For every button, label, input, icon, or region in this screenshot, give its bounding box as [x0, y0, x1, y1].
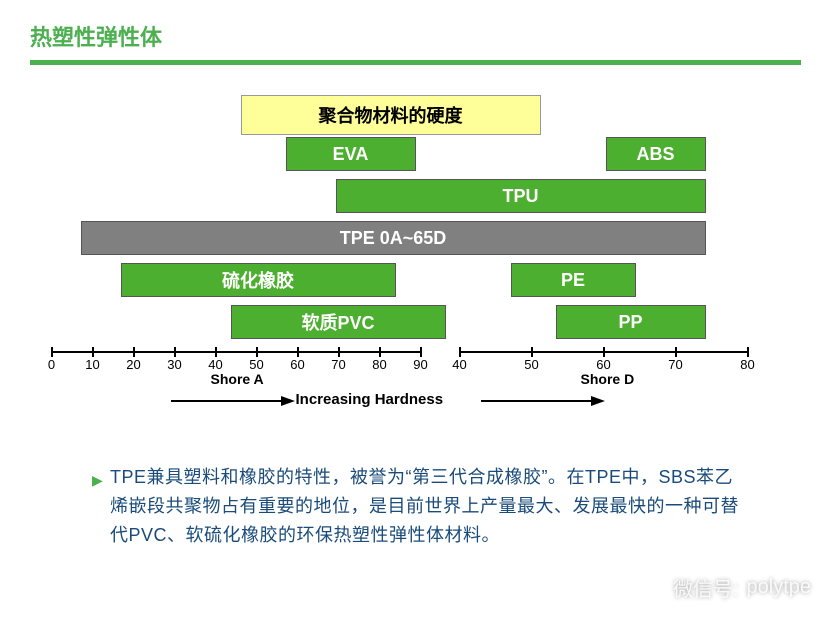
- shore-a-axis: [51, 351, 421, 353]
- shore-a-tick: 20: [126, 357, 140, 372]
- shore-a-tick-mark: [338, 347, 340, 357]
- shore-d-tick-mark: [675, 347, 677, 357]
- wechat-icon: [637, 576, 665, 600]
- hardness-arrow-right-head: [591, 396, 605, 406]
- shore-a-tick: 40: [208, 357, 222, 372]
- bar-abs: ABS: [606, 137, 706, 171]
- body-text: ▶ TPE兼具塑料和橡胶的特性，被誉为“第三代合成橡胶”。在TPE中，SBS苯乙…: [30, 463, 801, 549]
- shore-a-tick-mark: [174, 347, 176, 357]
- chart-header: 聚合物材料的硬度: [241, 95, 541, 135]
- shore-a-tick-mark: [420, 347, 422, 357]
- watermark-id: polytpe: [747, 576, 812, 599]
- shore-a-tick-mark: [297, 347, 299, 357]
- shore-d-tick-mark: [459, 347, 461, 357]
- hardness-arrow-right: [481, 400, 591, 402]
- shore-d-tick: 60: [596, 357, 610, 372]
- shore-a-tick: 80: [372, 357, 386, 372]
- shore-a-tick: 90: [413, 357, 427, 372]
- shore-a-tick: 50: [249, 357, 263, 372]
- shore-a-label: Shore A: [211, 371, 264, 387]
- title-underline: [30, 60, 801, 65]
- shore-d-label: Shore D: [581, 371, 635, 387]
- bar-软质pvc: 软质PVC: [231, 305, 446, 339]
- bar-硫化橡胶: 硫化橡胶: [121, 263, 396, 297]
- shore-d-tick-mark: [747, 347, 749, 357]
- shore-a-tick: 70: [331, 357, 345, 372]
- watermark: 微信号: polytpe: [637, 573, 811, 602]
- shore-a-tick-mark: [133, 347, 135, 357]
- shore-a-tick-mark: [256, 347, 258, 357]
- shore-a-tick-mark: [51, 347, 53, 357]
- shore-a-tick-mark: [92, 347, 94, 357]
- shore-a-tick: 0: [48, 357, 55, 372]
- bar-eva: EVA: [286, 137, 416, 171]
- shore-a-tick: 30: [167, 357, 181, 372]
- bullet-icon: ▶: [92, 469, 103, 491]
- bar-tpe-0a~65d: TPE 0A~65D: [81, 221, 706, 255]
- shore-d-tick: 80: [740, 357, 754, 372]
- shore-d-tick-mark: [531, 347, 533, 357]
- shore-a-tick-mark: [379, 347, 381, 357]
- shore-d-tick: 40: [452, 357, 466, 372]
- shore-d-tick: 70: [668, 357, 682, 372]
- shore-d-tick: 50: [524, 357, 538, 372]
- hardness-chart: 聚合物材料的硬度EVA ABS TPU TPE 0A~65D 硫化橡胶 PE 软质PVC PP…: [51, 95, 781, 445]
- hardness-label: Increasing Hardness: [296, 391, 444, 408]
- watermark-prefix: 微信号:: [673, 573, 739, 602]
- bar-pe: PE: [511, 263, 636, 297]
- body-text-content: TPE兼具塑料和橡胶的特性，被誉为“第三代合成橡胶”。在TPE中，SBS苯乙烯嵌…: [110, 467, 739, 545]
- shore-a-tick: 10: [85, 357, 99, 372]
- shore-d-tick-mark: [603, 347, 605, 357]
- shore-a-tick-mark: [215, 347, 217, 357]
- slide-title: 热塑性弹性体: [30, 20, 801, 52]
- bar-tpu: TPU: [336, 179, 706, 213]
- shore-a-tick: 60: [290, 357, 304, 372]
- hardness-arrow-left: [171, 400, 281, 402]
- bar-pp: PP: [556, 305, 706, 339]
- hardness-arrow-left-head: [281, 396, 295, 406]
- slide: 热塑性弹性体 聚合物材料的硬度EVA ABS TPU TPE 0A~65D 硫化橡胶 PE…: [0, 0, 831, 620]
